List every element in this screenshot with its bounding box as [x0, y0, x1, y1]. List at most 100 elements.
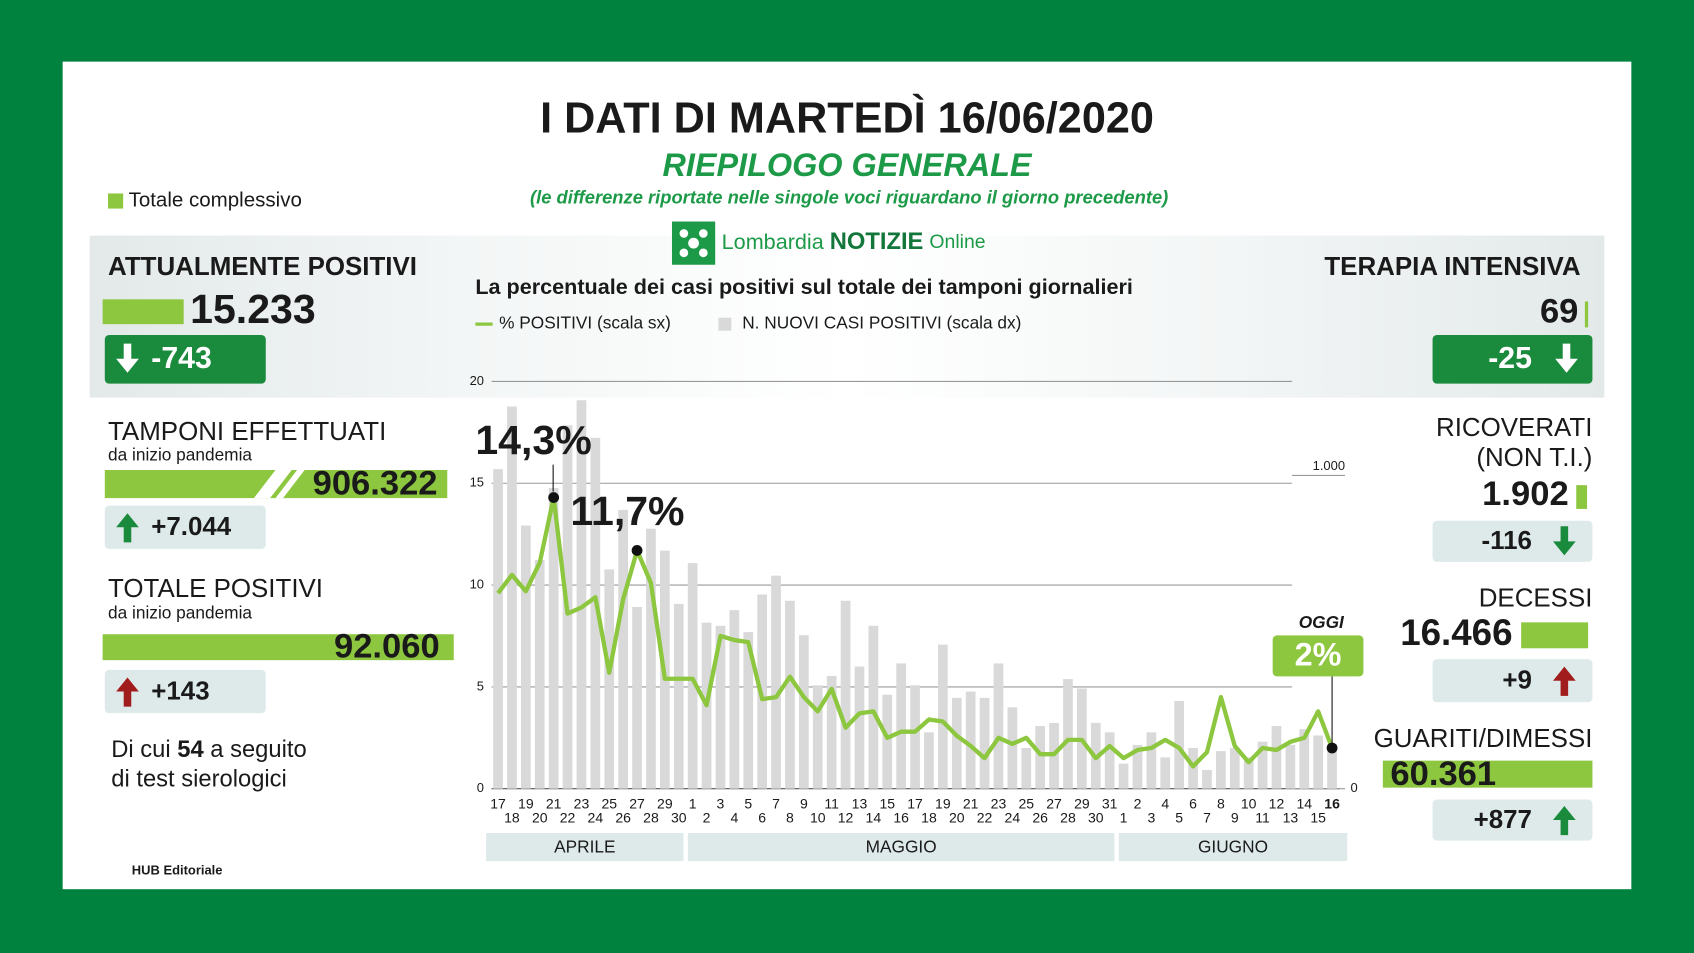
- bar: [548, 487, 559, 789]
- x-tick-label: 1: [689, 796, 697, 812]
- annotation: 11,7%: [570, 488, 684, 534]
- panel-total: 60.361: [1390, 755, 1496, 793]
- arrow-icon: [1553, 526, 1576, 556]
- x-tick-label: 26: [1032, 810, 1048, 826]
- text-part: Di cui: [111, 736, 177, 763]
- bar: [1313, 735, 1324, 789]
- panel-change: +143: [151, 677, 209, 705]
- bar: [785, 600, 795, 789]
- x-tick-label: 20: [949, 810, 965, 826]
- x-tick-label: 11: [1255, 810, 1270, 826]
- x-tick-label: 3: [717, 796, 725, 812]
- x-tick-label: 15: [1310, 810, 1326, 826]
- x-tick-label: 30: [1088, 810, 1104, 826]
- bar: [938, 644, 948, 789]
- total-bar: [102, 299, 184, 325]
- bar: [590, 437, 601, 789]
- bar: [673, 603, 684, 789]
- legend-text: % POSITIVI (scala sx): [499, 313, 671, 333]
- x-tick-label: 13: [1283, 810, 1299, 826]
- total-bar: [1382, 760, 1593, 788]
- x-tick-label: 24: [588, 810, 604, 826]
- bar: [1327, 743, 1337, 789]
- x-tick-label: 18: [504, 810, 520, 826]
- bar: [1202, 769, 1212, 789]
- annotation: 2%: [1295, 636, 1342, 672]
- bar: [743, 632, 754, 789]
- logo-text: Lombardia NOTIZIE Online: [722, 228, 986, 255]
- chart-title: La percentuale dei casi positivi sul tot…: [475, 274, 1133, 299]
- bar: [1243, 757, 1254, 789]
- bar: [896, 663, 907, 789]
- x-tick-label: 2: [703, 810, 711, 826]
- x-tick-label: 7: [1203, 810, 1211, 826]
- arrow-icon: [1553, 806, 1576, 836]
- x-tick-label: 23: [991, 796, 1007, 812]
- month-label: MAGGIO: [866, 837, 937, 857]
- highlight-dot: [548, 492, 560, 503]
- panel-change: -743: [151, 342, 212, 375]
- serology-note: Di cui 54 a seguito: [111, 736, 306, 763]
- y-tick-label: 0: [477, 780, 484, 795]
- month-band: [486, 833, 684, 862]
- bar: [1021, 747, 1032, 789]
- x-tick-label: 21: [963, 796, 979, 812]
- bar: [1271, 726, 1282, 789]
- bar-stripe: [253, 470, 292, 499]
- bar: [632, 607, 642, 789]
- bar: [1007, 707, 1018, 789]
- bar: [910, 685, 920, 789]
- bar: [618, 509, 629, 789]
- month-label: GIUGNO: [1198, 837, 1268, 857]
- x-tick-label: 6: [758, 810, 766, 826]
- highlight-dot: [631, 545, 643, 556]
- change-box: [104, 505, 266, 549]
- panel-subtitle: da inizio pandemia: [108, 445, 252, 465]
- y2-tick-label: 1.000: [1313, 458, 1345, 473]
- panel-total: 16.466: [1400, 612, 1512, 653]
- annotation: 14,3%: [475, 417, 591, 463]
- x-tick-label: 27: [629, 796, 645, 812]
- legend-text: N. NUOVI CASI POSITIVI (scala dx): [742, 313, 1021, 333]
- bar: [1118, 763, 1129, 789]
- legend-swatch: [108, 193, 124, 209]
- panel-title: GUARITI/DIMESSI: [1374, 725, 1593, 753]
- x-tick-label: 17: [490, 796, 506, 812]
- bar: [965, 691, 976, 789]
- bar: [507, 406, 517, 789]
- bar: [729, 610, 740, 789]
- annotation-box: [1272, 635, 1364, 677]
- x-tick-label: 28: [1060, 810, 1076, 826]
- x-tick-label: 9: [800, 796, 808, 812]
- bar: [1132, 744, 1143, 789]
- change-box: [104, 669, 266, 714]
- bar: [1174, 700, 1185, 789]
- panel-title: DECESSI: [1479, 585, 1593, 613]
- text-part: 54: [177, 736, 204, 763]
- bar: [534, 560, 545, 789]
- change-box: [1432, 799, 1593, 841]
- bar: [520, 525, 531, 789]
- bar: [1299, 729, 1310, 789]
- x-tick-label: 8: [786, 810, 794, 826]
- change-box: [1432, 334, 1593, 384]
- x-tick-label: 2: [1134, 796, 1142, 812]
- x-tick-label: 5: [1175, 810, 1183, 826]
- logo-word: Lombardia: [722, 229, 825, 254]
- bar: [993, 663, 1004, 789]
- logo-word: Online: [929, 231, 985, 253]
- x-tick-label: 19: [935, 796, 951, 812]
- total-bar: [102, 634, 454, 661]
- subtitle: RIEPILOGO GENERALE: [662, 147, 1032, 183]
- x-tick-label: 4: [1161, 796, 1169, 812]
- legend-swatch: [718, 317, 732, 331]
- serology-note: di test sierologici: [111, 765, 287, 792]
- panel-total: 92.060: [334, 627, 440, 665]
- summary-band: [89, 235, 1605, 398]
- y-tick-label: 15: [470, 475, 484, 490]
- x-tick-label: 21: [546, 796, 562, 812]
- x-tick-label: 4: [730, 810, 738, 826]
- bar: [1229, 747, 1240, 789]
- x-tick-label: 14: [1296, 796, 1312, 812]
- x-tick-label: 22: [977, 810, 993, 826]
